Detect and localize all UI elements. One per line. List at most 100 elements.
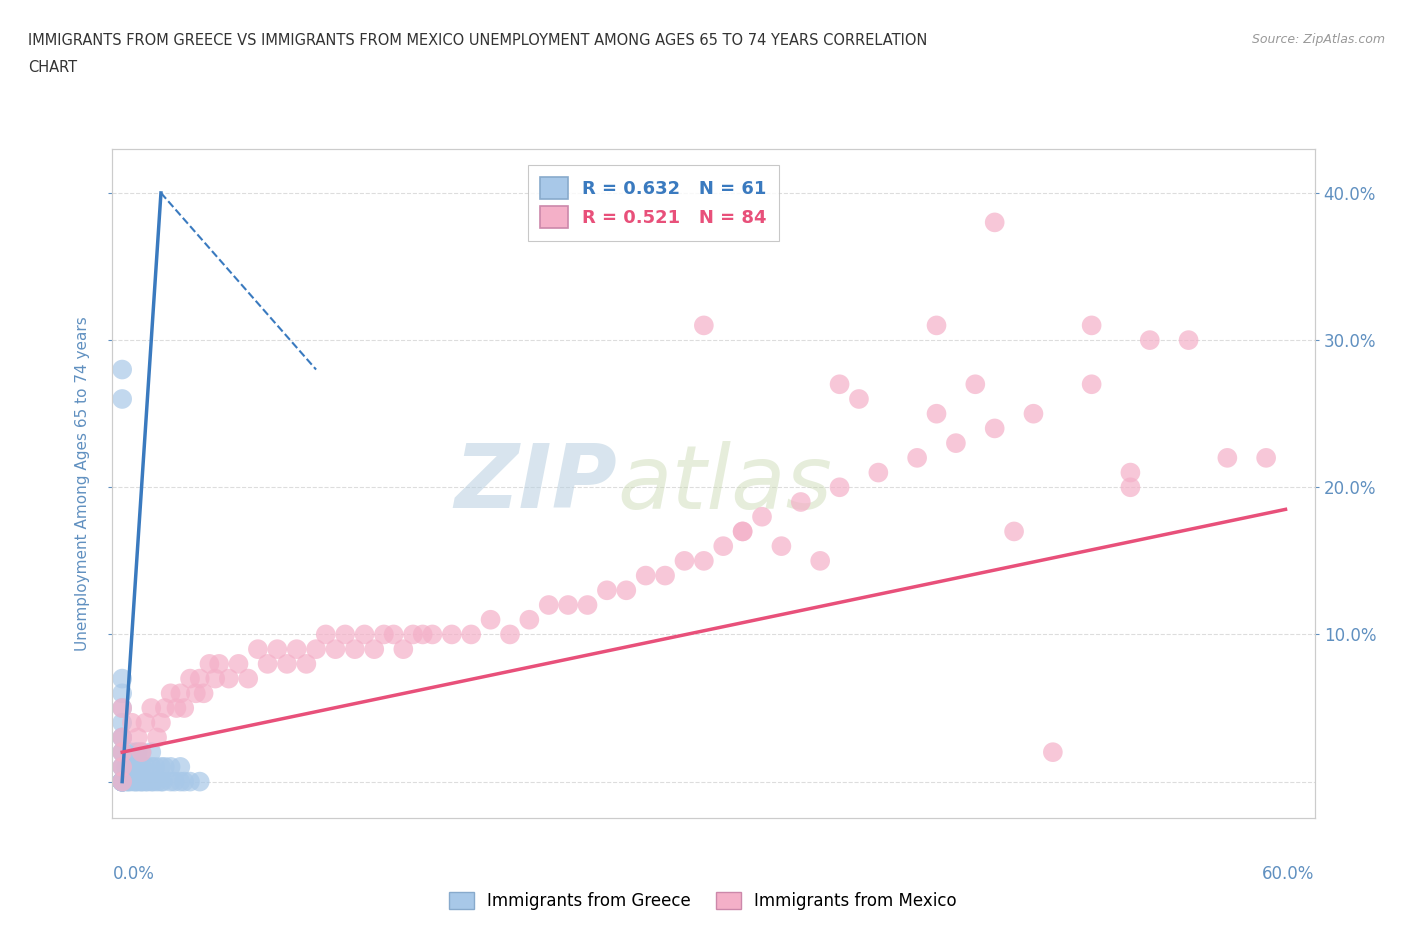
- Point: [325, 642, 347, 657]
- Legend: Immigrants from Greece, Immigrants from Mexico: Immigrants from Greece, Immigrants from …: [443, 885, 963, 917]
- Point: [111, 774, 134, 789]
- Point: [111, 745, 134, 760]
- Point: [392, 642, 415, 657]
- Point: [141, 774, 163, 789]
- Point: [634, 568, 657, 583]
- Point: [111, 760, 134, 775]
- Point: [315, 627, 337, 642]
- Point: [111, 745, 134, 760]
- Point: [1002, 524, 1025, 538]
- Point: [188, 671, 211, 686]
- Point: [134, 715, 156, 730]
- Point: [111, 774, 134, 789]
- Point: [266, 642, 288, 657]
- Point: [127, 774, 149, 789]
- Point: [711, 538, 734, 553]
- Text: 0.0%: 0.0%: [112, 865, 155, 884]
- Point: [149, 715, 172, 730]
- Point: [460, 627, 482, 642]
- Point: [131, 774, 153, 789]
- Point: [111, 760, 134, 775]
- Text: CHART: CHART: [28, 60, 77, 75]
- Point: [353, 627, 375, 642]
- Point: [111, 774, 134, 789]
- Point: [122, 760, 145, 775]
- Point: [111, 671, 134, 686]
- Point: [111, 774, 134, 789]
- Point: [173, 774, 195, 789]
- Point: [402, 627, 425, 642]
- Point: [1177, 333, 1199, 348]
- Point: [111, 745, 134, 760]
- Point: [1042, 745, 1064, 760]
- Point: [1256, 450, 1278, 465]
- Point: [382, 627, 405, 642]
- Point: [141, 760, 163, 775]
- Point: [111, 774, 134, 789]
- Point: [136, 774, 159, 789]
- Point: [188, 774, 211, 789]
- Point: [693, 553, 716, 568]
- Point: [125, 760, 148, 775]
- Point: [166, 700, 188, 715]
- Point: [1216, 450, 1239, 465]
- Point: [111, 774, 134, 789]
- Point: [152, 774, 174, 789]
- Point: [828, 480, 851, 495]
- Point: [808, 553, 831, 568]
- Point: [111, 392, 134, 406]
- Point: [731, 524, 754, 538]
- Point: [111, 774, 134, 789]
- Point: [131, 760, 153, 775]
- Point: [111, 774, 134, 789]
- Point: [179, 774, 201, 789]
- Point: [204, 671, 226, 686]
- Point: [111, 700, 134, 715]
- Point: [238, 671, 260, 686]
- Point: [127, 730, 149, 745]
- Point: [983, 215, 1005, 230]
- Point: [285, 642, 308, 657]
- Point: [169, 685, 191, 700]
- Point: [131, 760, 153, 775]
- Point: [118, 774, 141, 789]
- Point: [111, 685, 134, 700]
- Point: [146, 774, 169, 789]
- Point: [557, 598, 579, 613]
- Point: [479, 612, 502, 627]
- Point: [111, 362, 134, 377]
- Text: atlas: atlas: [617, 441, 832, 526]
- Text: 60.0%: 60.0%: [1263, 865, 1315, 884]
- Text: ZIP: ZIP: [454, 440, 617, 527]
- Point: [614, 583, 637, 598]
- Point: [169, 760, 191, 775]
- Point: [159, 760, 181, 775]
- Point: [1022, 406, 1045, 421]
- Point: [256, 657, 278, 671]
- Point: [363, 642, 385, 657]
- Point: [305, 642, 328, 657]
- Point: [169, 774, 191, 789]
- Point: [198, 657, 221, 671]
- Point: [193, 685, 215, 700]
- Point: [149, 774, 172, 789]
- Point: [693, 318, 716, 333]
- Point: [576, 598, 599, 613]
- Point: [141, 745, 163, 760]
- Point: [848, 392, 870, 406]
- Point: [1080, 377, 1102, 392]
- Point: [228, 657, 250, 671]
- Point: [141, 700, 163, 715]
- Point: [122, 774, 145, 789]
- Point: [142, 774, 165, 789]
- Point: [125, 774, 148, 789]
- Point: [146, 730, 169, 745]
- Point: [596, 583, 619, 598]
- Point: [125, 745, 148, 760]
- Point: [173, 700, 195, 715]
- Point: [1080, 318, 1102, 333]
- Point: [373, 627, 395, 642]
- Point: [111, 774, 134, 789]
- Point: [1119, 465, 1142, 480]
- Point: [945, 435, 967, 450]
